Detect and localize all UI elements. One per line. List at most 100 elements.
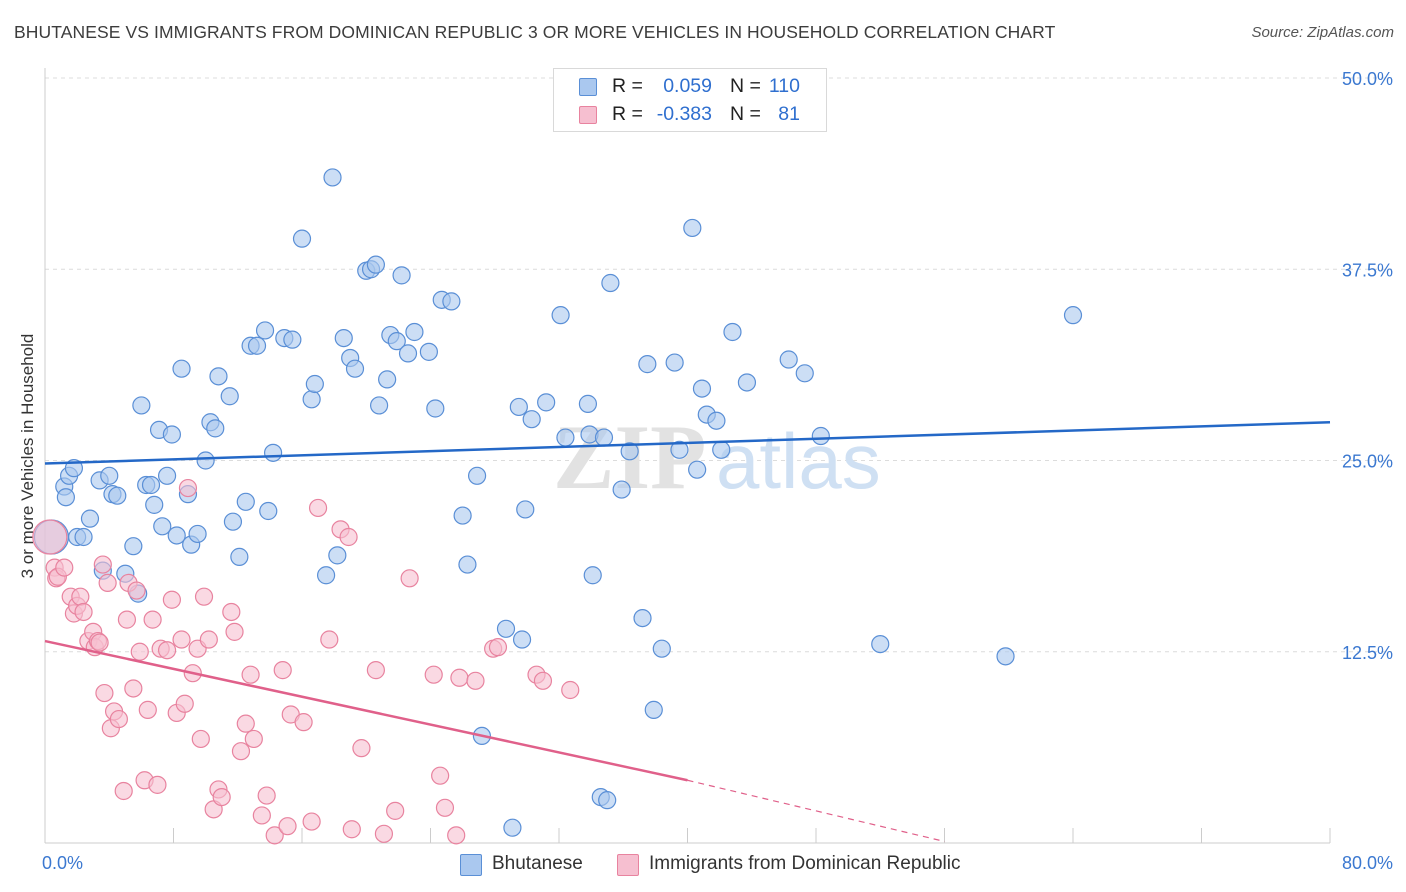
bottom-legend-swatch-blue [460, 854, 482, 876]
dominican-point [212, 787, 231, 807]
bhutanese-point [996, 647, 1015, 666]
bhutanese-point [292, 229, 312, 248]
bhutanese-point [467, 466, 487, 485]
dominican-point [90, 633, 109, 652]
bhutanese-point [496, 619, 516, 638]
bhutanese-point [223, 512, 243, 531]
bhutanese-point [255, 321, 275, 340]
bhutanese-point [167, 526, 186, 545]
dominican-point [191, 729, 210, 749]
bhutanese-point [153, 517, 172, 536]
dominican-point [127, 581, 146, 600]
bhutanese-point [712, 440, 731, 459]
y-tick-label: 37.5% [1342, 260, 1393, 280]
bhutanese-point [537, 393, 556, 412]
dominican-point [450, 668, 469, 687]
bhutanese-point [172, 359, 191, 378]
bhutanese-point [620, 442, 639, 461]
dominican-point [98, 573, 117, 593]
bhutanese-point [230, 547, 249, 566]
bhutanese-point [871, 634, 890, 654]
bhutanese-point [509, 397, 528, 417]
legend-r-value: -0.383 [656, 103, 712, 125]
y-tick-label: 50.0% [1342, 69, 1393, 89]
bhutanese-point [209, 367, 228, 386]
dominican-point [273, 661, 292, 680]
bhutanese-point [398, 344, 418, 363]
dominican-point [466, 671, 485, 690]
dominican-point [130, 642, 149, 661]
bhutanese-point [516, 500, 535, 519]
bhutanese-point [795, 364, 814, 383]
dominican-trend-line [44, 639, 688, 782]
dominican-point [138, 700, 157, 719]
tick-labels: 12.5% 25.0% 37.5% 50.0% 0.0% 80.0% [42, 69, 1393, 873]
legend-n-value: 110 [768, 75, 800, 97]
dominican-point [148, 775, 167, 794]
bhutanese-point [633, 608, 652, 628]
bhutanese-point [522, 410, 541, 429]
legend-r-value: 0.059 [663, 75, 712, 97]
bhutanese-point [638, 355, 657, 374]
bhutanese-point [74, 527, 93, 547]
bhutanese-point [206, 419, 225, 438]
bhutanese-point [551, 306, 570, 325]
bhutanese-point [670, 440, 689, 459]
bhutanese-point [305, 374, 324, 394]
dominican-point [561, 680, 580, 700]
dominican-point [231, 742, 251, 761]
dominican-point [241, 665, 260, 684]
bhutanese-point [370, 396, 389, 415]
bhutanese-point [578, 394, 598, 413]
bhutanese-point [259, 501, 278, 521]
bhutanese-point [598, 791, 617, 810]
bhutanese-point [583, 566, 602, 585]
bhutanese-point [612, 480, 631, 499]
dominican-point [124, 679, 143, 698]
dominican-point [175, 694, 194, 713]
dominican-point [225, 622, 244, 641]
bhutanese-point [378, 370, 397, 389]
bhutanese-point [145, 495, 164, 514]
bhutanese-point [503, 818, 522, 837]
bhutanese-point [594, 428, 614, 447]
bhutanese-trend-line [44, 421, 1331, 465]
legend-r-label: R = [612, 75, 643, 97]
dominican-point [114, 781, 133, 801]
bhutanese-point [141, 475, 161, 495]
bhutanese-point [419, 342, 438, 361]
dominican-point [366, 661, 385, 680]
legend-swatch-blue [579, 78, 597, 96]
dominican-point [32, 519, 68, 555]
bhutanese-point [665, 353, 684, 372]
bhutanese-point [334, 329, 353, 348]
bottom-legend-label: Bhutanese [492, 853, 583, 874]
bhutanese-point [556, 428, 575, 447]
bhutanese-point [779, 350, 798, 369]
trend-layer [44, 421, 1331, 843]
bhutanese-point [426, 399, 445, 418]
bhutanese-point [345, 359, 365, 378]
dominican-point [109, 709, 128, 729]
dominican-point [162, 590, 181, 609]
bhutanese-point [316, 566, 336, 585]
bhutanese-point [512, 630, 532, 649]
dominican-point [95, 683, 114, 703]
dominican-point [143, 610, 162, 629]
dominican-point [294, 713, 313, 732]
bhutanese-point [100, 466, 119, 485]
legend-r-label: R = [612, 103, 643, 125]
chart-title: BHUTANESE VS IMMIGRANTS FROM DOMINICAN R… [14, 22, 1056, 42]
dominican-point [222, 602, 241, 622]
bhutanese-point [458, 555, 477, 574]
bhutanese-point [283, 330, 302, 349]
dominican-point [117, 610, 137, 629]
bottom-legend-label: Immigrants from Dominican Republic [649, 853, 961, 874]
dominican-point [435, 798, 455, 817]
dominican-point [320, 630, 339, 649]
legend-row-bhutanese: R = 0.059 N = 110 [554, 72, 826, 100]
dominican-point [374, 824, 394, 843]
dominican-point [172, 630, 191, 649]
bhutanese-point [263, 443, 283, 462]
